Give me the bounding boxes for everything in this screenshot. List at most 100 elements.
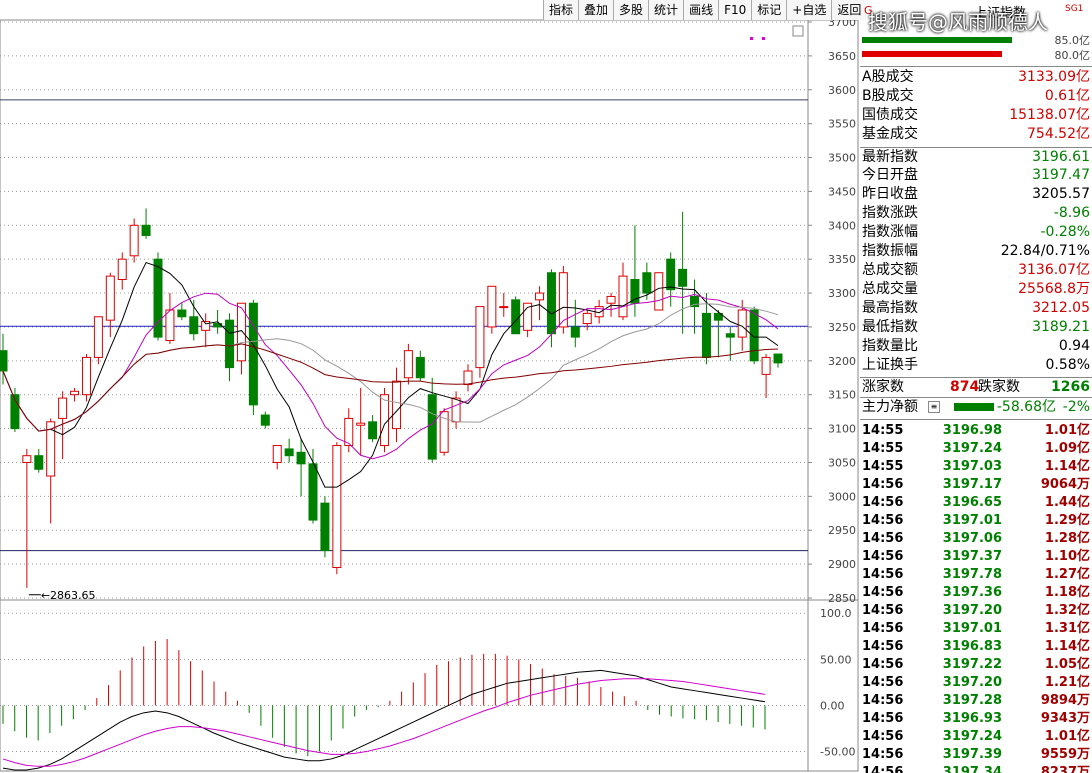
tick-volume: 1.27亿 <box>1044 567 1090 582</box>
toolbar-mark-button[interactable]: 标记 <box>751 0 787 20</box>
toolbar-stats-button[interactable]: 统计 <box>648 0 684 20</box>
toolbar-indicator-button[interactable]: 指标 <box>543 0 579 20</box>
candle-body <box>582 312 592 325</box>
stat-row: 国债成交 15138.07亿 <box>860 106 1092 125</box>
tick-volume: 1.01亿 <box>1044 423 1090 438</box>
stat-row: 指数振幅 22.84/0.71% <box>860 242 1092 261</box>
tick-time: 14:56 <box>862 495 904 510</box>
tick-volume: 9894万 <box>1040 693 1090 708</box>
candle-body <box>439 411 449 453</box>
stat-label: 今日开盘 <box>862 167 918 183</box>
tick-time: 14:56 <box>862 747 904 762</box>
candle-body <box>356 422 366 426</box>
flow-row: 主力净额 ≡ -58.68亿 -2% <box>860 397 1092 417</box>
candle-body <box>70 390 80 396</box>
tick-time: 14:56 <box>862 477 904 492</box>
toolbar-draw-button[interactable]: 画线 <box>683 0 719 20</box>
kline-chart[interactable]: 3700365036003550350034503400335033003250… <box>0 0 860 772</box>
tick-volume: 9559万 <box>1040 747 1090 762</box>
tick-row: 14:55 3196.98 1.01亿 <box>860 422 1092 440</box>
tick-price: 3197.39 <box>942 747 1002 762</box>
toolbar-f10-button[interactable]: F10 <box>718 0 752 20</box>
stat-value: 0.61亿 <box>1044 88 1090 104</box>
tick-row: 14:56 3197.78 1.27亿 <box>860 566 1092 584</box>
tick-price: 3197.37 <box>942 549 1002 564</box>
tick-time: 14:56 <box>862 531 904 546</box>
chart-frame <box>0 19 859 772</box>
stat-value: 0.94 <box>1058 338 1090 354</box>
y-tick-label: 3200 <box>828 355 856 368</box>
tick-volume: 9064万 <box>1040 477 1090 492</box>
y-tick-label: 3450 <box>828 185 856 198</box>
tick-price: 3197.28 <box>942 693 1002 708</box>
macd-tick-label: -50.00 <box>820 746 855 759</box>
tick-list[interactable]: 14:55 3196.98 1.01亿 14:55 3197.24 1.09亿 14:55 3… <box>860 419 1092 773</box>
candle-body <box>523 302 533 331</box>
tick-price: 3197.20 <box>942 675 1002 690</box>
stat-label: 基金成交 <box>862 126 918 142</box>
tick-price: 3197.34 <box>942 765 1002 773</box>
header-badge: SG1 <box>1065 4 1084 14</box>
tick-price: 3197.36 <box>942 585 1002 600</box>
y-tick-label: 3400 <box>828 219 856 232</box>
candle-body <box>189 316 199 335</box>
list-icon[interactable]: ≡ <box>928 401 940 413</box>
candle-body <box>81 356 91 396</box>
tick-volume: 1.28亿 <box>1044 531 1090 546</box>
candle-body <box>499 306 509 309</box>
stat-value: 3205.57 <box>1032 186 1090 202</box>
marker-dot <box>750 37 753 40</box>
candle-body <box>141 224 151 236</box>
candle-body <box>177 309 187 318</box>
candle-body <box>701 312 711 358</box>
candle-body <box>535 292 545 301</box>
tick-price: 3197.01 <box>942 621 1002 636</box>
tick-time: 14:56 <box>862 657 904 672</box>
candle-body <box>391 380 401 430</box>
y-tick-label: 3350 <box>828 253 856 266</box>
tick-time: 14:56 <box>862 585 904 600</box>
tick-row: 14:56 3197.17 9064万 <box>860 476 1092 494</box>
tick-row: 14:56 3197.20 1.21亿 <box>860 674 1092 692</box>
candle-body <box>570 326 580 338</box>
tick-row: 14:56 3197.37 1.10亿 <box>860 548 1092 566</box>
tick-volume: 1.10亿 <box>1044 549 1090 564</box>
candle-body <box>153 258 163 338</box>
toolbar-back-button[interactable]: 返回 <box>831 0 867 20</box>
red-bar <box>862 51 1002 57</box>
stat-label: 指数涨跌 <box>862 205 918 221</box>
y-tick-label: 3550 <box>828 118 856 131</box>
candle-body <box>248 302 258 406</box>
toolbar: 指标 叠加 多股 统计 画线 F10 标记 +自选 返回 <box>543 0 867 20</box>
tick-volume: 1.14亿 <box>1044 459 1090 474</box>
tick-time: 14:55 <box>862 423 904 438</box>
y-tick-label: 2850 <box>828 592 856 605</box>
candle-body <box>320 502 330 552</box>
tick-price: 3197.01 <box>942 513 1002 528</box>
stat-label: 昨日收盘 <box>862 186 918 202</box>
tick-volume: 9343万 <box>1040 711 1090 726</box>
tick-time: 14:55 <box>862 441 904 456</box>
stat-row: 最高指数 3212.05 <box>860 299 1092 318</box>
header-title: 上证指数 <box>974 6 1027 21</box>
tick-volume: 1.21亿 <box>1044 675 1090 690</box>
toolbar-overlay-button[interactable]: 叠加 <box>578 0 614 20</box>
candle-body <box>725 333 735 338</box>
stat-label: 上证换手 <box>862 357 918 373</box>
toolbar-multi-stock-button[interactable]: 多股 <box>613 0 649 20</box>
tick-time: 14:56 <box>862 603 904 618</box>
toolbar-add-watchlist-button[interactable]: +自选 <box>786 0 832 20</box>
tick-time: 14:56 <box>862 639 904 654</box>
macd-tick-label: 100.0 <box>820 607 852 620</box>
stat-value: 15138.07亿 <box>1009 107 1090 123</box>
stat-label: 指数量比 <box>862 338 918 354</box>
stat-label: 指数涨幅 <box>862 224 918 240</box>
down-count-label: 跌家数 <box>978 379 1020 395</box>
tick-volume: 1.05亿 <box>1044 657 1090 672</box>
y-tick-label: 3300 <box>828 287 856 300</box>
macd-dea-line <box>2 678 766 767</box>
up-count: 874 <box>950 379 980 395</box>
candle-body <box>165 309 175 341</box>
candle-body <box>284 448 294 457</box>
y-tick-label: 3050 <box>828 456 856 469</box>
